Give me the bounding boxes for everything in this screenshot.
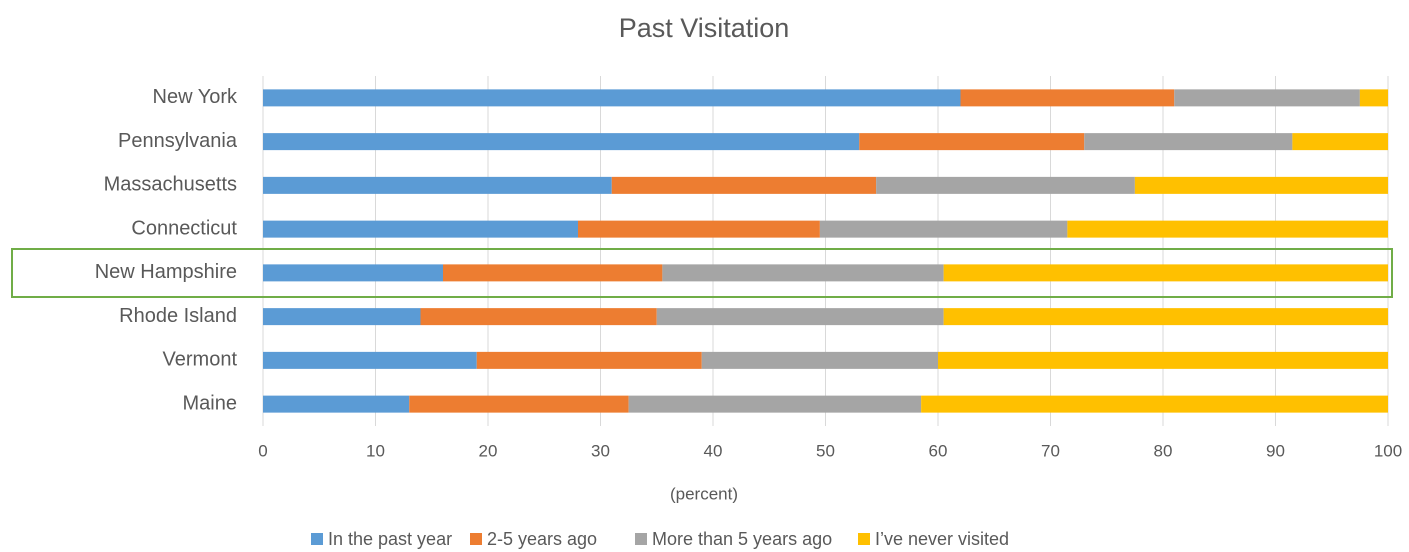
x-axis-label: (percent) bbox=[670, 484, 738, 503]
bar-segment bbox=[1174, 89, 1360, 107]
bar-segment bbox=[656, 308, 944, 326]
x-tick-label: 80 bbox=[1154, 441, 1173, 460]
chart-title: Past Visitation bbox=[619, 13, 790, 43]
x-tick-label: 20 bbox=[479, 441, 498, 460]
legend-label: In the past year bbox=[328, 529, 452, 549]
bar-segment bbox=[578, 220, 820, 238]
x-tick-label: 0 bbox=[258, 441, 267, 460]
bar-segment bbox=[701, 351, 938, 369]
y-tick-label: New York bbox=[153, 86, 238, 108]
bar-segment bbox=[662, 264, 944, 282]
y-tick-label: Vermont bbox=[163, 349, 238, 371]
legend-label: More than 5 years ago bbox=[652, 529, 832, 549]
highlight-box bbox=[11, 248, 1393, 298]
bar-segment bbox=[263, 351, 477, 369]
y-tick-label: Pennsylvania bbox=[118, 130, 238, 152]
bar-segment bbox=[628, 395, 922, 413]
x-tick-label: 100 bbox=[1374, 441, 1402, 460]
bar-segment bbox=[611, 176, 877, 194]
legend-label: I’ve never visited bbox=[875, 529, 1009, 549]
bar-segment bbox=[263, 176, 612, 194]
bar-segment bbox=[876, 176, 1135, 194]
bar-segment bbox=[263, 133, 860, 151]
bar-segment bbox=[921, 395, 1388, 413]
bar-segment bbox=[263, 264, 443, 282]
bar-segment bbox=[819, 220, 1068, 238]
bar-segment bbox=[943, 264, 1388, 282]
legend-label: 2-5 years ago bbox=[487, 529, 597, 549]
x-tick-label: 10 bbox=[366, 441, 385, 460]
x-tick-label: 50 bbox=[816, 441, 835, 460]
y-tick-label: Connecticut bbox=[131, 217, 237, 239]
x-tick-label: 60 bbox=[929, 441, 948, 460]
legend-swatch bbox=[470, 533, 482, 545]
bar-segment bbox=[476, 351, 702, 369]
bar-segment bbox=[859, 133, 1085, 151]
bar-segment bbox=[1067, 220, 1388, 238]
legend-swatch bbox=[635, 533, 647, 545]
y-tick-label: Rhode Island bbox=[119, 305, 237, 327]
x-tick-label: 30 bbox=[591, 441, 610, 460]
bar-segment bbox=[263, 308, 421, 326]
bar-segment bbox=[1359, 89, 1388, 107]
bar-segment bbox=[443, 264, 663, 282]
bar-segment bbox=[1134, 176, 1388, 194]
x-tick-label: 90 bbox=[1266, 441, 1285, 460]
bar-segment bbox=[960, 89, 1175, 107]
bar-segment bbox=[263, 89, 961, 107]
bar-segment bbox=[263, 220, 578, 238]
y-tick-label: Massachusetts bbox=[104, 174, 237, 196]
y-tick-label: Maine bbox=[183, 392, 237, 414]
legend-swatch bbox=[858, 533, 870, 545]
bar-segment bbox=[938, 351, 1388, 369]
bar-segment bbox=[1084, 133, 1293, 151]
bar-segment bbox=[943, 308, 1388, 326]
x-tick-label: 40 bbox=[704, 441, 723, 460]
legend-swatch bbox=[311, 533, 323, 545]
y-tick-label: New Hampshire bbox=[95, 261, 237, 283]
bar-segment bbox=[409, 395, 629, 413]
bar-segment bbox=[263, 395, 410, 413]
x-tick-label: 70 bbox=[1041, 441, 1060, 460]
bar-segment bbox=[420, 308, 657, 326]
bar-segment bbox=[1292, 133, 1388, 151]
